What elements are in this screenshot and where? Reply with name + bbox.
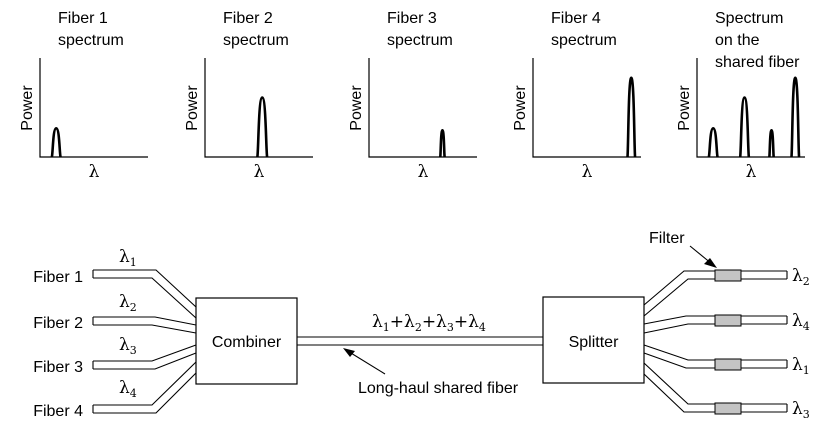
spectrum-peak (438, 128, 446, 158)
spectrum-title-line: Fiber 2 (223, 10, 273, 27)
splitter-box (542, 296, 645, 384)
output-wavelength-1: λ2 (792, 266, 810, 288)
shared-signal-label: λ1+λ2+λ3+λ4 (372, 312, 486, 334)
power-axis-label: Power (19, 85, 36, 131)
output-fibers (643, 270, 788, 413)
spectrum-plots: Fiber 1 spectrum Power λ Fiber 2 spectrum Powe… (19, 10, 805, 182)
output-fiber-2 (643, 315, 788, 334)
spectrum-axes (532, 58, 641, 158)
spectrum-axes (39, 58, 148, 158)
combiner-label: Combiner (212, 334, 282, 351)
spectrum-title-line: spectrum (551, 32, 617, 49)
wavelength-axis-label: λ (89, 162, 100, 182)
filter-label: Filter (649, 230, 685, 247)
input-wavelength-4: λ4 (119, 378, 137, 400)
input-fiber-4-label: Fiber 4 (33, 403, 83, 420)
spectrum-peak (790, 76, 801, 158)
output-labels: λ2 λ4 λ1 λ3 (792, 266, 810, 421)
power-axis-label: Power (184, 85, 201, 131)
spectrum-peak (707, 126, 719, 158)
filter-pointer (689, 245, 717, 268)
spectrum-peak (626, 76, 637, 158)
input-wavelength-1: λ1 (119, 247, 137, 269)
spectrum-peak (738, 96, 751, 158)
input-fiber-3-label: Fiber 3 (33, 359, 83, 376)
input-wavelength-2: λ2 (119, 292, 137, 314)
input-fiber-2-label: Fiber 2 (33, 315, 83, 332)
spectrum-axes (204, 58, 313, 158)
input-fiber-3 (92, 344, 197, 370)
spectrum-peak (256, 96, 269, 158)
filter-2 (714, 314, 742, 327)
spectrum-title-line: Fiber 1 (58, 10, 108, 27)
spectrum-title-line: spectrum (58, 32, 124, 49)
spectrum-plot-2: Fiber 2 spectrum Power λ (184, 10, 313, 182)
spectrum-peak (768, 128, 775, 158)
input-labels: Fiber 1 Fiber 2 Fiber 3 Fiber 4 λ1 λ2 λ3… (33, 247, 137, 420)
splitter: Splitter (542, 296, 645, 384)
filter-1 (714, 269, 742, 282)
spectrum-title-line: on the (715, 32, 760, 49)
spectrum-title-line: Fiber 4 (551, 10, 601, 27)
wdm-system: Fiber 1 Fiber 2 Fiber 3 Fiber 4 λ1 λ2 λ3… (33, 230, 810, 421)
spectrum-axes (696, 58, 805, 158)
wavelength-axis-label: λ (418, 162, 429, 182)
shared-fiber (297, 336, 543, 346)
output-fiber-3 (643, 344, 788, 369)
spectrum-peak (50, 126, 62, 158)
spectrum-axes (368, 58, 477, 158)
shared-fiber-label: Long-haul shared fiber (358, 380, 519, 397)
power-axis-label: Power (676, 85, 693, 131)
spectrum-title-line: spectrum (223, 32, 289, 49)
filter-4 (714, 402, 742, 415)
output-fiber-1 (643, 270, 788, 317)
output-wavelength-4: λ3 (792, 399, 810, 421)
shared-fiber-pointer (343, 348, 386, 375)
spectrum-title-line: Fiber 3 (387, 10, 437, 27)
combiner-box (195, 297, 298, 385)
spectrum-title-line: Spectrum (715, 10, 783, 27)
wavelength-axis-label: λ (746, 162, 757, 182)
combiner: Combiner (195, 297, 298, 385)
input-wavelength-3: λ3 (119, 335, 137, 357)
spectrum-plot-1: Fiber 1 spectrum Power λ (19, 10, 148, 182)
input-fibers (92, 269, 197, 414)
input-fiber-2 (92, 316, 197, 334)
input-fiber-1 (92, 269, 197, 319)
filter-3 (714, 358, 742, 371)
output-wavelength-2: λ4 (792, 311, 810, 333)
spectrum-title-line: shared fiber (715, 54, 800, 71)
output-fiber-4 (643, 362, 788, 413)
wavelength-axis-label: λ (582, 162, 593, 182)
power-axis-label: Power (348, 85, 365, 131)
wavelength-axis-label: λ (254, 162, 265, 182)
spectrum-title-line: spectrum (387, 32, 453, 49)
input-fiber-4 (92, 361, 197, 414)
splitter-label: Splitter (569, 334, 619, 351)
power-axis-label: Power (512, 85, 529, 131)
spectrum-plot-3: Fiber 3 spectrum Power λ (348, 10, 477, 182)
input-fiber-1-label: Fiber 1 (33, 269, 83, 286)
filters (714, 269, 742, 415)
spectrum-plot-4: Fiber 4 spectrum Power λ (512, 10, 641, 182)
spectrum-plot-5: Spectrum on the shared fiber Power λ (676, 10, 805, 182)
output-wavelength-3: λ1 (792, 355, 810, 377)
